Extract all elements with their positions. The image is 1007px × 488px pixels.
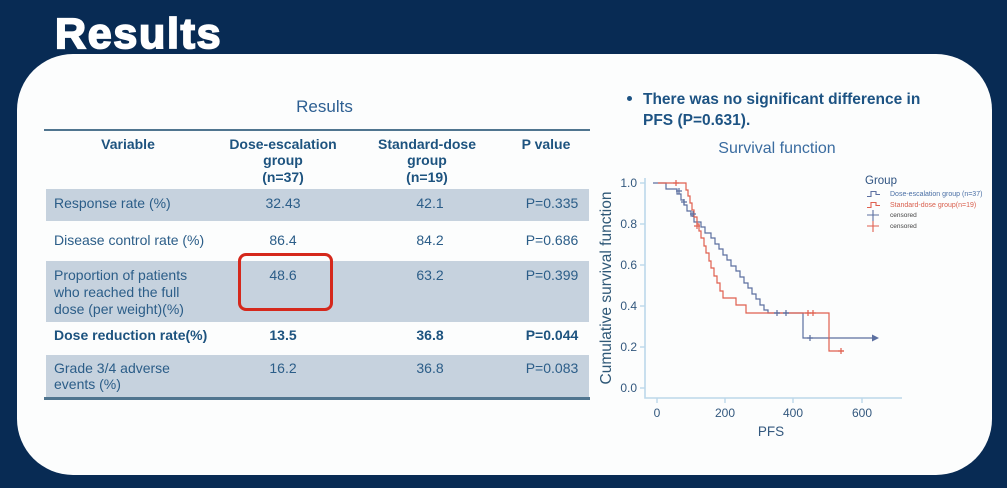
svg-text:PFS: PFS (758, 424, 784, 439)
svg-text:1.0: 1.0 (620, 176, 637, 190)
svg-text:0.0: 0.0 (620, 381, 637, 395)
svg-text:Standard-dose group(n=19): Standard-dose group(n=19) (890, 202, 976, 209)
svg-text:400: 400 (783, 406, 803, 420)
svg-text:0: 0 (654, 406, 661, 420)
svg-text:Dose-escalation group (n=37): Dose-escalation group (n=37) (890, 191, 982, 198)
svg-text:0.8: 0.8 (620, 217, 637, 231)
svg-text:200: 200 (715, 406, 735, 420)
svg-text:Cumulative survival function: Cumulative survival function (598, 192, 615, 385)
svg-text:0.4: 0.4 (620, 299, 637, 313)
svg-text:600: 600 (852, 406, 872, 420)
svg-text:censored: censored (890, 223, 917, 230)
svg-text:0.2: 0.2 (620, 340, 637, 354)
svg-text:censored: censored (890, 212, 917, 219)
svg-text:Group: Group (865, 175, 897, 187)
svg-text:0.6: 0.6 (620, 258, 637, 272)
